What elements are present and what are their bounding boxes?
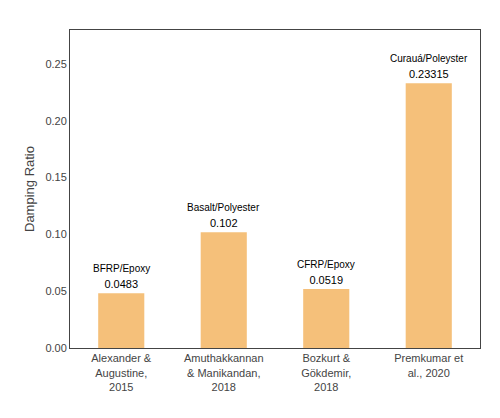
svg-text:Basalt/Polyester: Basalt/Polyester xyxy=(187,202,260,213)
svg-text:0.25: 0.25 xyxy=(45,58,66,70)
svg-text:0.0519: 0.0519 xyxy=(309,274,343,286)
svg-text:0.00: 0.00 xyxy=(45,342,66,354)
svg-text:Amuthakkannan& Manikandan,2018: Amuthakkannan& Manikandan,2018 xyxy=(184,352,264,393)
svg-text:Bozkurt &Gökdemir,2018: Bozkurt &Gökdemir,2018 xyxy=(301,352,351,393)
svg-text:0.102: 0.102 xyxy=(210,217,238,229)
svg-text:0.10: 0.10 xyxy=(45,228,66,240)
svg-text:0.23315: 0.23315 xyxy=(409,68,449,80)
svg-text:0.20: 0.20 xyxy=(45,115,66,127)
svg-text:Premkumar etal., 2020: Premkumar etal., 2020 xyxy=(394,352,463,378)
svg-text:0.0483: 0.0483 xyxy=(104,278,138,290)
svg-text:0.05: 0.05 xyxy=(45,285,66,297)
svg-text:CFRP/Epoxy: CFRP/Epoxy xyxy=(297,259,355,270)
svg-text:Alexander &Augustine,2015: Alexander &Augustine,2015 xyxy=(91,352,152,393)
svg-text:0.15: 0.15 xyxy=(45,171,66,183)
svg-text:Damping Ratio: Damping Ratio xyxy=(22,146,37,232)
svg-text:BFRP/Epoxy: BFRP/Epoxy xyxy=(93,263,150,274)
svg-text:Curauá/Poleyster: Curauá/Poleyster xyxy=(390,53,468,64)
